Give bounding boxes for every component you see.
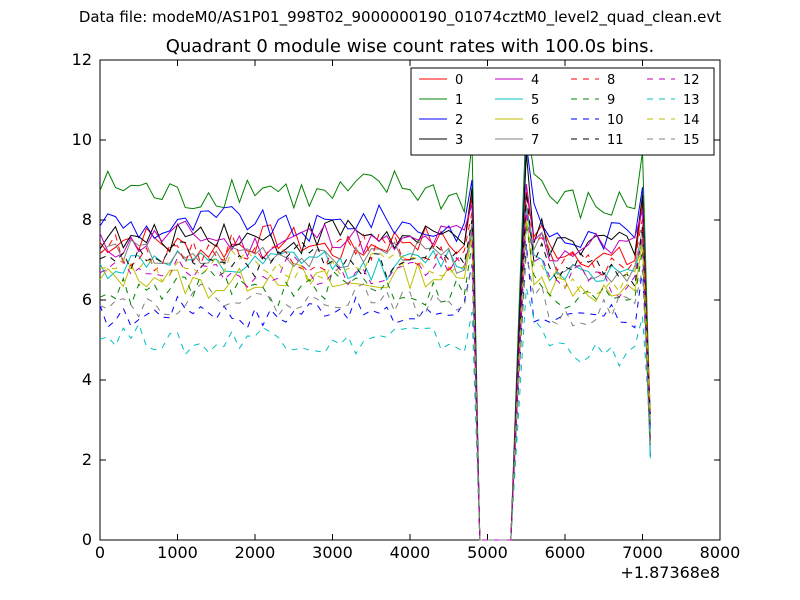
series-line-5 <box>99 207 651 541</box>
x-tick-label: 7000 <box>622 543 663 562</box>
series-line-6 <box>99 215 651 541</box>
legend-label-5: 5 <box>531 93 539 108</box>
x-tick-label: 2000 <box>235 543 276 562</box>
x-tick-label: 1000 <box>157 543 198 562</box>
y-tick-label: 8 <box>82 210 92 229</box>
series-line-15 <box>99 251 651 541</box>
series-line-0 <box>99 191 651 541</box>
legend-label-3: 3 <box>455 133 463 148</box>
series-line-8 <box>99 191 651 541</box>
y-tick-label: 2 <box>82 450 92 469</box>
series-line-1 <box>99 115 651 541</box>
legend-label-13: 13 <box>683 93 700 108</box>
series-line-4 <box>99 183 651 541</box>
x-tick-label: 0 <box>95 543 105 562</box>
legend-label-15: 15 <box>683 133 700 148</box>
y-tick-label: 10 <box>72 130 92 149</box>
legend-label-9: 9 <box>607 93 615 108</box>
x-tick-label: 4000 <box>390 543 431 562</box>
y-tick-label: 6 <box>82 290 92 309</box>
figure-suptitle: Data file: modeM0/AS1P01_998T02_90000001… <box>78 8 722 26</box>
legend-label-7: 7 <box>531 133 539 148</box>
series-line-12 <box>99 211 651 541</box>
x-tick-label: 6000 <box>545 543 586 562</box>
series-line-10 <box>99 243 651 541</box>
legend-label-10: 10 <box>607 113 624 128</box>
legend-box <box>410 67 715 156</box>
series-line-11 <box>99 191 651 541</box>
x-offset-label: +1.87368e8 <box>620 563 720 582</box>
chart-title: Quadrant 0 module wise count rates with … <box>165 36 655 57</box>
series-line-7 <box>99 203 651 541</box>
legend-label-14: 14 <box>683 113 700 128</box>
y-tick-label: 0 <box>82 530 92 549</box>
x-tick-label: 3000 <box>312 543 353 562</box>
legend-label-0: 0 <box>455 73 463 88</box>
series-line-13 <box>99 287 651 541</box>
x-tick-label: 8000 <box>700 543 741 562</box>
x-tick-label: 5000 <box>467 543 508 562</box>
legend-label-11: 11 <box>607 133 624 148</box>
legend-label-4: 4 <box>531 73 539 88</box>
series-line-2 <box>99 143 651 541</box>
legend-label-12: 12 <box>683 73 700 88</box>
legend-label-6: 6 <box>531 113 539 128</box>
legend-label-1: 1 <box>455 93 463 108</box>
y-tick-label: 12 <box>72 50 92 69</box>
legend-label-8: 8 <box>607 73 615 88</box>
series-line-9 <box>99 223 651 541</box>
legend-label-2: 2 <box>455 113 463 128</box>
y-tick-label: 4 <box>82 370 92 389</box>
